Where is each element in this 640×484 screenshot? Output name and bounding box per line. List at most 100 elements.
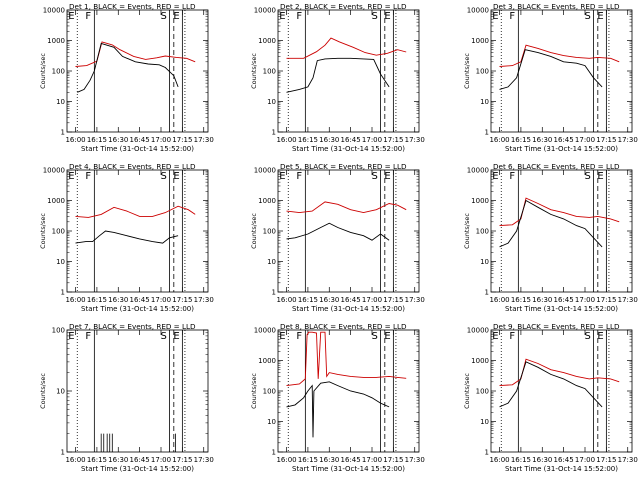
x-tick-label: 16:30 — [532, 456, 552, 464]
y-axis-label: Counts/sec — [250, 213, 258, 249]
x-tick-label: 16:45 — [130, 296, 150, 304]
x-tick-label: 16:30 — [319, 456, 339, 464]
x-tick-label: 17:00 — [151, 296, 171, 304]
x-tick-label: 16:00 — [65, 456, 85, 464]
time-marker-label: F — [509, 11, 515, 22]
time-marker-label: E — [173, 331, 179, 342]
time-marker-label: E — [492, 331, 498, 342]
time-marker-label: E — [68, 11, 74, 22]
series-line — [286, 222, 390, 241]
x-tick-label: 16:00 — [489, 136, 509, 144]
panel-title: Det 7, BLACK = Events, RED = LLD — [69, 322, 196, 331]
y-axis-label: Counts/sec — [463, 373, 471, 409]
series-line — [286, 331, 407, 387]
time-marker-label: E — [279, 331, 285, 342]
x-tick-label: 17:00 — [151, 136, 171, 144]
series-line — [286, 37, 407, 59]
time-marker-label: F — [85, 331, 91, 342]
x-tick-label: 17:00 — [575, 136, 595, 144]
y-axis-label: Counts/sec — [463, 213, 471, 249]
panel-title: Det 2, BLACK = Events, RED = LLD — [280, 2, 407, 11]
x-tick-label: 17:00 — [362, 296, 382, 304]
y-tick-label: 1 — [272, 129, 276, 137]
time-marker-label: E — [384, 331, 390, 342]
x-axis-label: Start Time (31-Oct-14 15:52:00) — [292, 305, 405, 313]
x-tick-label: 16:30 — [108, 296, 128, 304]
plot-frame — [66, 169, 209, 293]
y-tick-label: 10000 — [43, 7, 65, 15]
y-tick-label: 1000 — [471, 37, 489, 45]
y-tick-label: 10000 — [254, 167, 276, 175]
series-line — [77, 42, 179, 93]
x-tick-label: 16:00 — [276, 136, 296, 144]
time-marker-label: E — [492, 11, 498, 22]
time-marker-label: F — [296, 331, 302, 342]
y-tick-label: 10 — [480, 418, 489, 426]
time-marker-label: E — [384, 11, 390, 22]
y-tick-label: 10 — [480, 258, 489, 266]
x-axis-label: Start Time (31-Oct-14 15:52:00) — [292, 145, 405, 153]
panel-title: Det 3, BLACK = Events, RED = LLD — [493, 2, 620, 11]
x-tick-label: 17:00 — [151, 456, 171, 464]
x-tick-label: 17:15 — [383, 296, 403, 304]
x-tick-label: 17:15 — [172, 456, 192, 464]
detector-panel-2: Det 2, BLACK = Events, RED = LLD 1 10 100 10… — [250, 2, 425, 153]
series-line — [499, 199, 603, 248]
y-tick-label: 1 — [61, 129, 65, 137]
x-tick-label: 16:45 — [554, 136, 574, 144]
y-tick-label: 10000 — [467, 327, 489, 335]
x-tick-label: 17:30 — [405, 296, 425, 304]
time-marker-label: S — [161, 331, 167, 342]
x-tick-label: 16:45 — [554, 296, 574, 304]
y-tick-label: 10000 — [467, 7, 489, 15]
time-marker-label: E — [492, 171, 498, 182]
x-tick-label: 17:00 — [362, 456, 382, 464]
time-marker-label: F — [509, 331, 515, 342]
series-line — [286, 381, 390, 438]
time-marker-label: S — [161, 171, 167, 182]
detector-panel-3: Det 3, BLACK = Events, RED = LLD 1 10 100 10… — [463, 2, 638, 153]
x-tick-label: 17:00 — [575, 456, 595, 464]
x-tick-label: 16:45 — [341, 456, 361, 464]
series-line — [499, 358, 620, 387]
panel-title: Det 8, BLACK = Events, RED = LLD — [280, 322, 407, 331]
time-marker-label: F — [509, 171, 515, 182]
series-line — [499, 361, 603, 408]
y-tick-label: 10 — [480, 98, 489, 106]
x-tick-label: 17:15 — [172, 296, 192, 304]
time-marker-label: S — [372, 171, 378, 182]
x-tick-label: 17:30 — [405, 456, 425, 464]
y-axis-label: Counts/sec — [39, 213, 47, 249]
y-axis-label: Counts/sec — [39, 53, 47, 89]
x-tick-label: 16:00 — [489, 296, 509, 304]
plot-frame — [490, 9, 633, 133]
time-marker-label: S — [585, 331, 591, 342]
y-tick-label: 10 — [267, 418, 276, 426]
x-tick-label: 16:30 — [319, 136, 339, 144]
x-tick-label: 17:30 — [618, 456, 638, 464]
time-marker-label: S — [372, 331, 378, 342]
y-tick-label: 100 — [52, 327, 65, 335]
x-axis-label: Start Time (31-Oct-14 15:52:00) — [292, 465, 405, 473]
time-marker-label: S — [161, 11, 167, 22]
x-tick-label: 16:00 — [65, 136, 85, 144]
time-marker-label: E — [597, 11, 603, 22]
y-tick-label: 100 — [476, 68, 489, 76]
detector-panel-1: Det 1, BLACK = Events, RED = LLD 1 10 100 10… — [39, 2, 214, 153]
time-marker-label: S — [585, 11, 591, 22]
y-tick-label: 1 — [485, 289, 489, 297]
x-tick-label: 16:15 — [87, 456, 107, 464]
series-line — [75, 205, 196, 218]
time-marker-label: S — [585, 171, 591, 182]
x-tick-label: 17:15 — [596, 296, 616, 304]
y-tick-label: 10000 — [254, 327, 276, 335]
x-tick-label: 17:00 — [575, 296, 595, 304]
time-marker-label: S — [372, 11, 378, 22]
panel-title: Det 6, BLACK = Events, RED = LLD — [493, 162, 620, 171]
y-tick-label: 1000 — [258, 197, 276, 205]
series-line — [75, 230, 179, 244]
x-tick-label: 16:45 — [341, 136, 361, 144]
plot-frame — [66, 9, 209, 133]
time-marker-label: E — [384, 171, 390, 182]
